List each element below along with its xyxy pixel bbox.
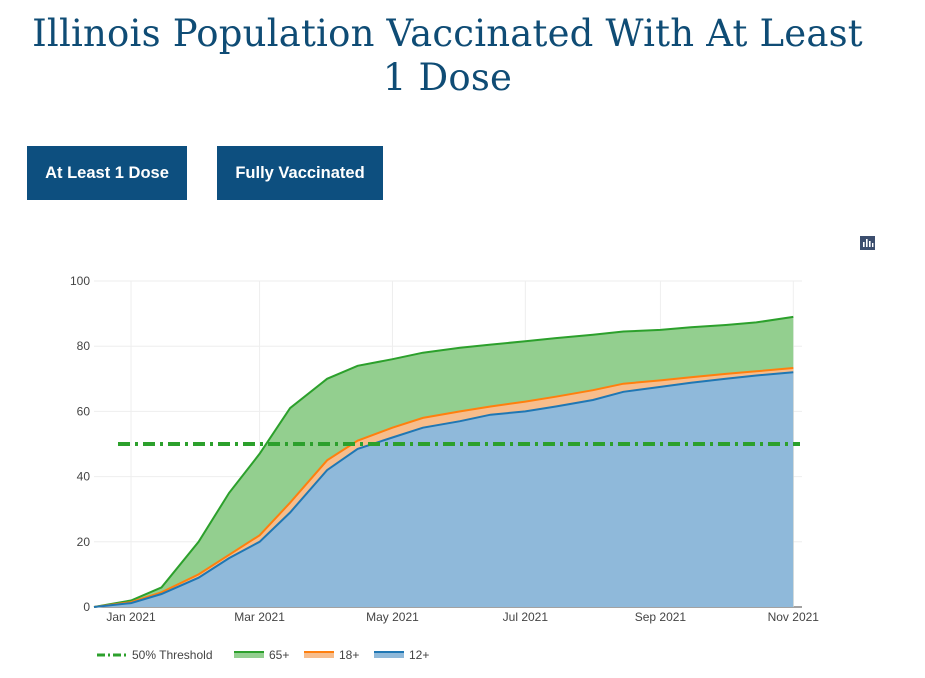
x-tick-label: Nov 2021 (768, 610, 820, 624)
page-title: Illinois Population Vaccinated With At L… (0, 12, 895, 100)
chart-legend: 50% Threshold 65+ 18+ 12+ (97, 648, 429, 662)
tab-at-least-1-dose[interactable]: At Least 1 Dose (27, 146, 187, 200)
line-65-plus (93, 315, 794, 608)
legend-swatch-18-plus (304, 652, 334, 658)
title-line-1: Illinois Population Vaccinated With At L… (32, 12, 863, 55)
legend-label: 12+ (409, 648, 429, 662)
legend-swatch-65-plus (234, 652, 264, 658)
tab-fully-vaccinated[interactable]: Fully Vaccinated (217, 146, 383, 200)
title-line-2: 1 Dose (382, 56, 513, 99)
legend-label: 50% Threshold (132, 648, 213, 662)
chart-areas (94, 316, 794, 607)
legend-label: 65+ (269, 648, 289, 662)
x-tick-label: May 2021 (366, 610, 419, 624)
y-tick-label: 100 (70, 274, 90, 288)
y-tick-label: 80 (77, 339, 91, 353)
x-tick-label: Sep 2021 (635, 610, 687, 624)
y-tick-label: 60 (77, 404, 91, 418)
line-12-plus (93, 371, 794, 608)
x-tick-label: Mar 2021 (234, 610, 285, 624)
area-12-plus (94, 372, 794, 607)
y-tick-label: 20 (77, 535, 91, 549)
x-tick-label: Jul 2021 (503, 610, 549, 624)
legend-swatch-12-plus (374, 652, 404, 658)
y-axis-ticks: 0 20 40 60 80 100 (70, 274, 90, 614)
chart-lines (93, 315, 794, 608)
bar-chart-icon[interactable] (860, 236, 875, 250)
legend-label: 18+ (339, 648, 359, 662)
x-axis-ticks: Jan 2021 Mar 2021 May 2021 Jul 2021 Sep 2021… (106, 610, 819, 624)
y-tick-label: 40 (77, 470, 91, 484)
y-tick-label: 0 (83, 600, 90, 614)
line-18-plus (93, 367, 794, 608)
x-tick-label: Jan 2021 (106, 610, 156, 624)
